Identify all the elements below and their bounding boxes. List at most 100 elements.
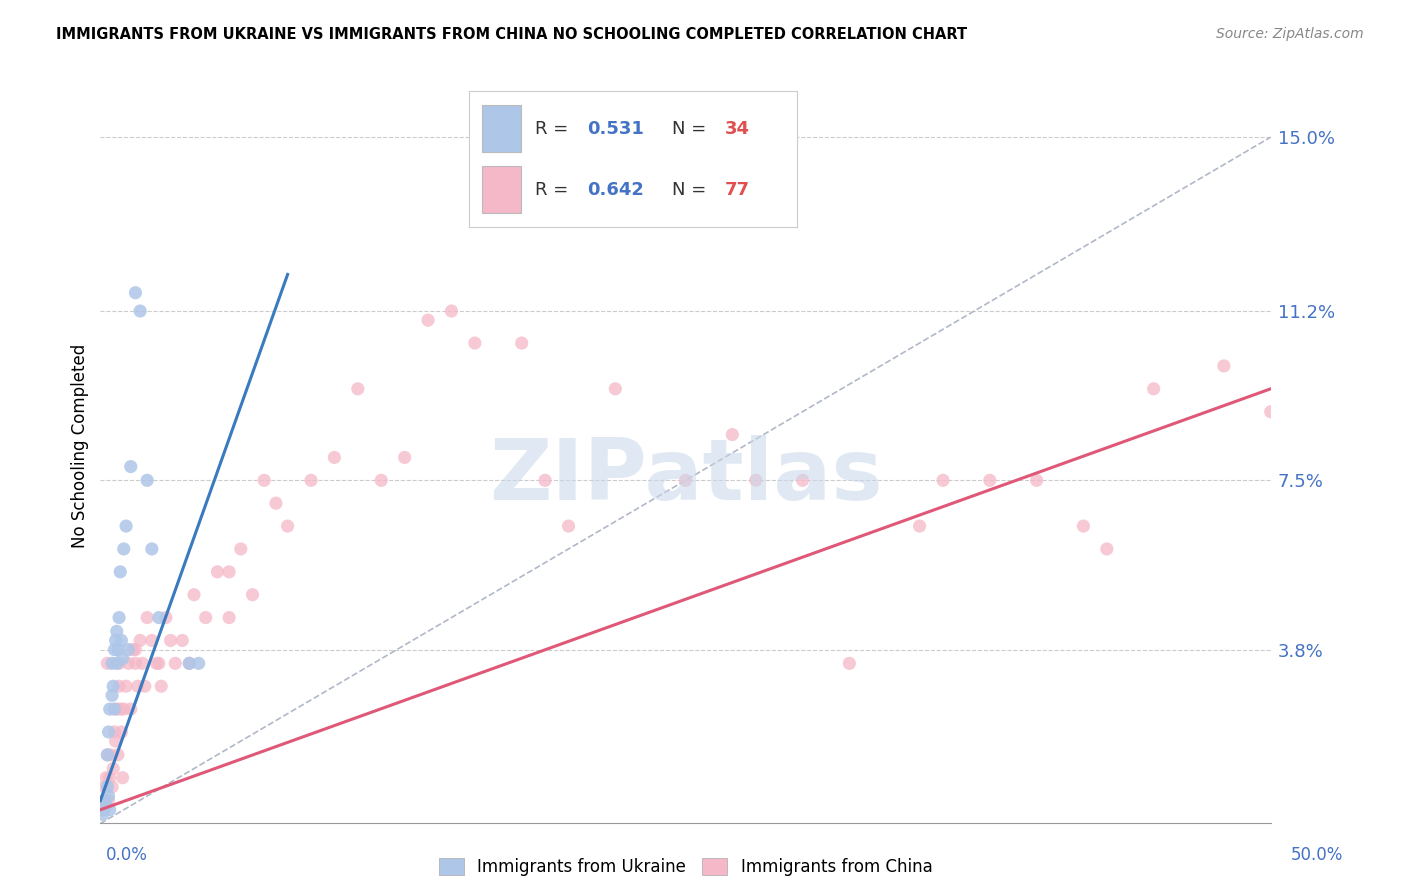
Point [105, 657, 128, 671]
Text: Source: ZipAtlas.com: Source: ZipAtlas.com [1216, 27, 1364, 41]
Point [979, 473, 1001, 487]
Point [675, 473, 697, 487]
Point [96, 747, 118, 762]
Point [932, 473, 955, 487]
Point [141, 633, 163, 648]
Point [115, 519, 138, 533]
Point [124, 642, 146, 657]
Point [107, 747, 129, 762]
Text: 50.0%: 50.0% [1291, 846, 1343, 863]
Point [557, 519, 579, 533]
Point [98, 803, 121, 817]
Point [1025, 473, 1047, 487]
Point [96, 798, 118, 813]
Point [165, 657, 187, 671]
Point [98, 771, 121, 785]
Point [120, 459, 142, 474]
Point [104, 633, 127, 648]
Point [96, 771, 118, 785]
Point [105, 702, 128, 716]
Point [150, 679, 173, 693]
Point [108, 610, 131, 624]
Y-axis label: No Schooling Completed: No Schooling Completed [72, 344, 89, 548]
Point [112, 702, 135, 716]
Point [721, 427, 744, 442]
Point [120, 702, 142, 716]
Point [277, 519, 299, 533]
Point [98, 702, 121, 716]
Point [129, 304, 152, 318]
Point [187, 657, 209, 671]
Point [94, 794, 117, 808]
Point [110, 633, 132, 648]
Point [136, 473, 159, 487]
Point [111, 771, 134, 785]
Point [464, 336, 486, 351]
Point [107, 642, 129, 657]
Point [131, 657, 153, 671]
Point [323, 450, 346, 465]
Point [179, 657, 201, 671]
Point [510, 336, 533, 351]
Point [127, 679, 149, 693]
Point [117, 642, 139, 657]
Point [91, 803, 114, 817]
Point [104, 734, 127, 748]
Point [908, 519, 931, 533]
Point [94, 780, 117, 794]
Point [110, 702, 132, 716]
Point [792, 473, 814, 487]
Point [108, 657, 131, 671]
Point [194, 610, 217, 624]
Point [416, 313, 439, 327]
Point [93, 794, 115, 808]
Point [96, 747, 118, 762]
Point [172, 633, 194, 648]
Point [110, 565, 132, 579]
Point [91, 807, 114, 822]
Point [1143, 382, 1166, 396]
Point [229, 541, 252, 556]
Point [148, 657, 170, 671]
Text: 0.0%: 0.0% [105, 846, 148, 863]
Point [96, 780, 118, 794]
Point [103, 702, 125, 716]
Point [101, 689, 124, 703]
Point [103, 725, 125, 739]
Point [346, 382, 368, 396]
Point [148, 610, 170, 624]
Point [218, 565, 240, 579]
Point [103, 642, 125, 657]
Point [745, 473, 768, 487]
Point [136, 610, 159, 624]
Point [838, 657, 860, 671]
Point [129, 633, 152, 648]
Point [110, 725, 132, 739]
Point [103, 762, 125, 776]
Point [97, 725, 120, 739]
Point [101, 780, 124, 794]
Point [242, 588, 264, 602]
Point [112, 541, 135, 556]
Point [605, 382, 627, 396]
Point [1260, 405, 1282, 419]
Point [1095, 541, 1118, 556]
Point [207, 565, 229, 579]
Point [93, 803, 115, 817]
Text: ZIPatlas: ZIPatlas [489, 434, 883, 517]
Point [264, 496, 287, 510]
Point [159, 633, 181, 648]
Point [218, 610, 240, 624]
Point [108, 679, 131, 693]
Point [440, 304, 463, 318]
Point [299, 473, 322, 487]
Point [115, 679, 138, 693]
Point [117, 657, 139, 671]
Point [134, 679, 156, 693]
Point [1212, 359, 1234, 373]
Point [97, 794, 120, 808]
Point [534, 473, 557, 487]
Point [101, 657, 124, 671]
Point [124, 657, 146, 671]
Point [179, 657, 201, 671]
